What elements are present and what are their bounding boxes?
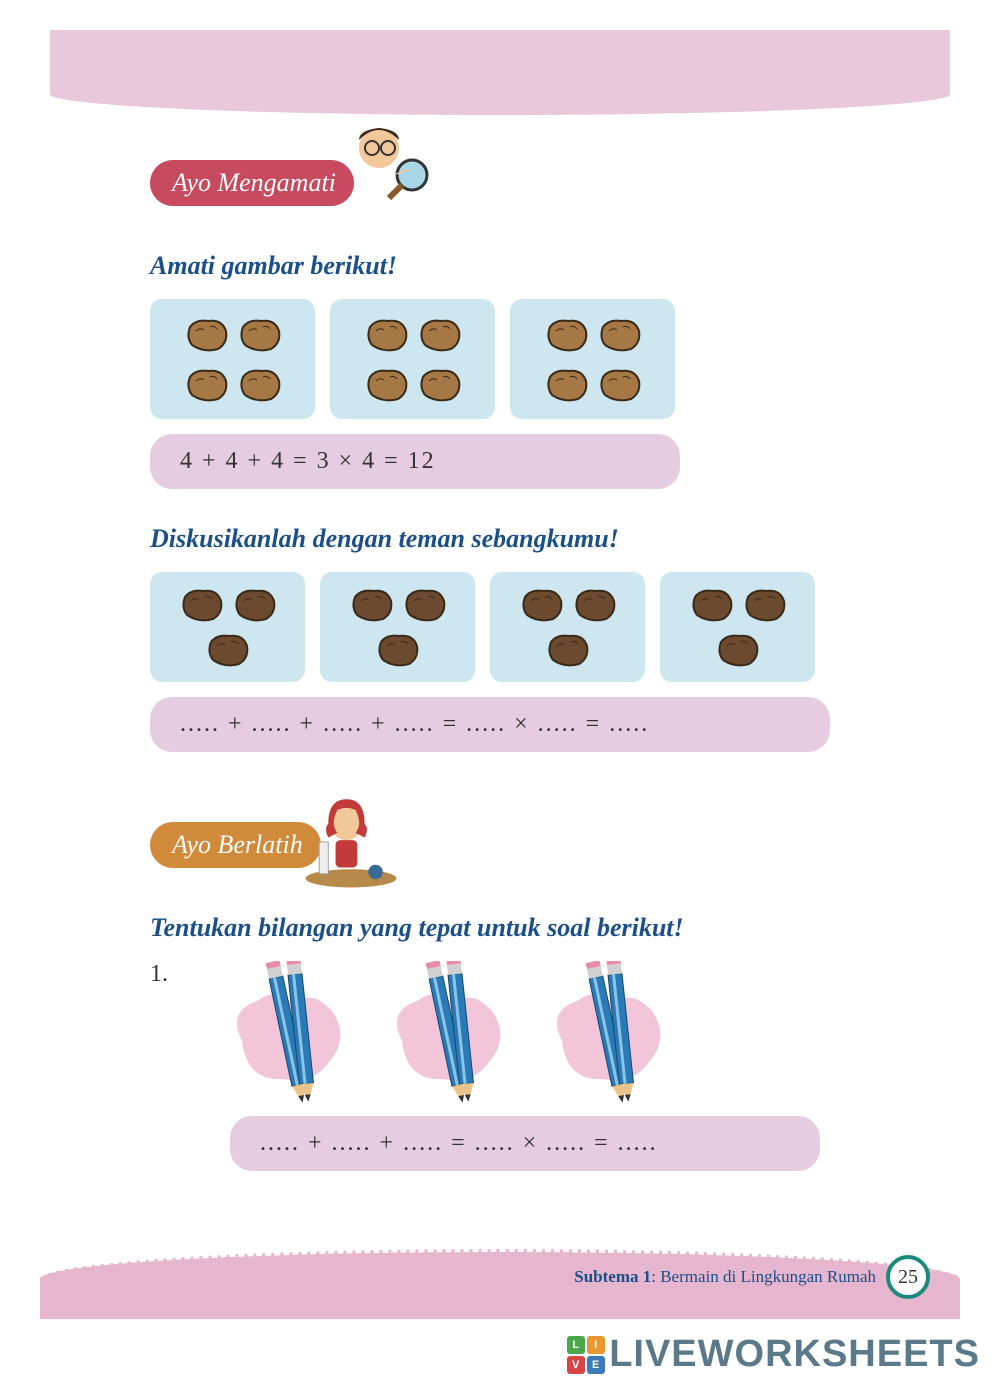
rock-icon [237,317,282,352]
footer-text: Subtema 1: Bermain di Lingkungan Rumah [574,1267,876,1287]
rock-icon [349,587,394,622]
boy-magnifier-icon [334,120,434,230]
rock-tile [330,299,495,419]
rock-icon [179,587,224,622]
wm-cell: I [587,1336,605,1354]
pencil-group [222,961,352,1111]
rock-tile [150,299,315,419]
page-number: 25 [886,1255,930,1299]
wm-cell: L [567,1336,585,1354]
rock-icon [417,317,462,352]
watermark-text: LIVEWORKSHEETS [609,1333,980,1376]
rock-icon [597,367,642,402]
pencils-icon [402,961,492,1111]
rock-icon [184,367,229,402]
example-rock-row [150,299,880,419]
rock-tile [150,572,305,682]
wm-cell: V [567,1356,585,1374]
page-content: Ayo Mengamati Amati gambar berikut! 4 + … [150,140,880,1181]
badge-ayo-berlatih: Ayo Berlatih [150,822,321,868]
question-1: 1. [150,961,880,1116]
equation-blank-1[interactable]: ..... + ..... + ..... + ..... = ..... × … [150,697,830,752]
heading-amati: Amati gambar berikut! [150,251,880,281]
badge-label: Ayo Berlatih [172,830,303,860]
footer-subtema: Subtema 1: Bermain di Lingkungan Rumah 2… [574,1255,930,1299]
rock-icon [364,317,409,352]
footer-bold: Subtema 1 [574,1267,651,1286]
badge-ayo-mengamati: Ayo Mengamati [150,160,354,206]
heading-tentukan: Tentukan bilangan yang tepat untuk soal … [150,913,880,943]
rock-icon [597,317,642,352]
wm-cell: E [587,1356,605,1374]
rock-icon [375,632,420,667]
rock-icon [544,317,589,352]
question-number: 1. [150,961,168,988]
rock-tile [320,572,475,682]
rock-tile [660,572,815,682]
rock-icon [205,632,250,667]
rock-icon [572,587,617,622]
rock-tile [490,572,645,682]
rock-icon [689,587,734,622]
rock-icon [184,317,229,352]
pencil-group [542,961,672,1111]
section-berlatih: Ayo Berlatih Tentukan bilangan yang tepa… [150,802,880,1171]
pencil-groups-row [222,961,672,1111]
pencils-icon [562,961,652,1111]
rock-icon [232,587,277,622]
rock-tile [510,299,675,419]
liveworksheets-watermark: LIVE LIVEWORKSHEETS [567,1333,980,1376]
equation-example: 4 + 4 + 4 = 3 × 4 = 12 [150,434,680,489]
pencil-group [382,961,512,1111]
rock-icon [402,587,447,622]
rock-icon [237,367,282,402]
rock-icon [545,632,590,667]
badge-ayo-mengamati-wrap: Ayo Mengamati [150,160,354,206]
girl-writing-icon [301,787,401,897]
rock-icon [417,367,462,402]
badge-label: Ayo Mengamati [172,168,336,198]
rock-icon [742,587,787,622]
rock-icon [715,632,760,667]
top-decor-band [50,30,950,115]
heading-diskusi: Diskusikanlah dengan teman sebangkumu! [150,524,880,554]
rock-icon [544,367,589,402]
footer-rest: : Bermain di Lingkungan Rumah [651,1267,876,1286]
rock-icon [364,367,409,402]
badge-ayo-berlatih-wrap: Ayo Berlatih [150,822,321,868]
watermark-logo-icon: LIVE [567,1336,605,1374]
rock-icon [519,587,564,622]
exercise-rock-row [150,572,880,682]
equation-blank-2[interactable]: ..... + ..... + ..... = ..... × ..... = … [230,1116,820,1171]
pencils-icon [242,961,332,1111]
